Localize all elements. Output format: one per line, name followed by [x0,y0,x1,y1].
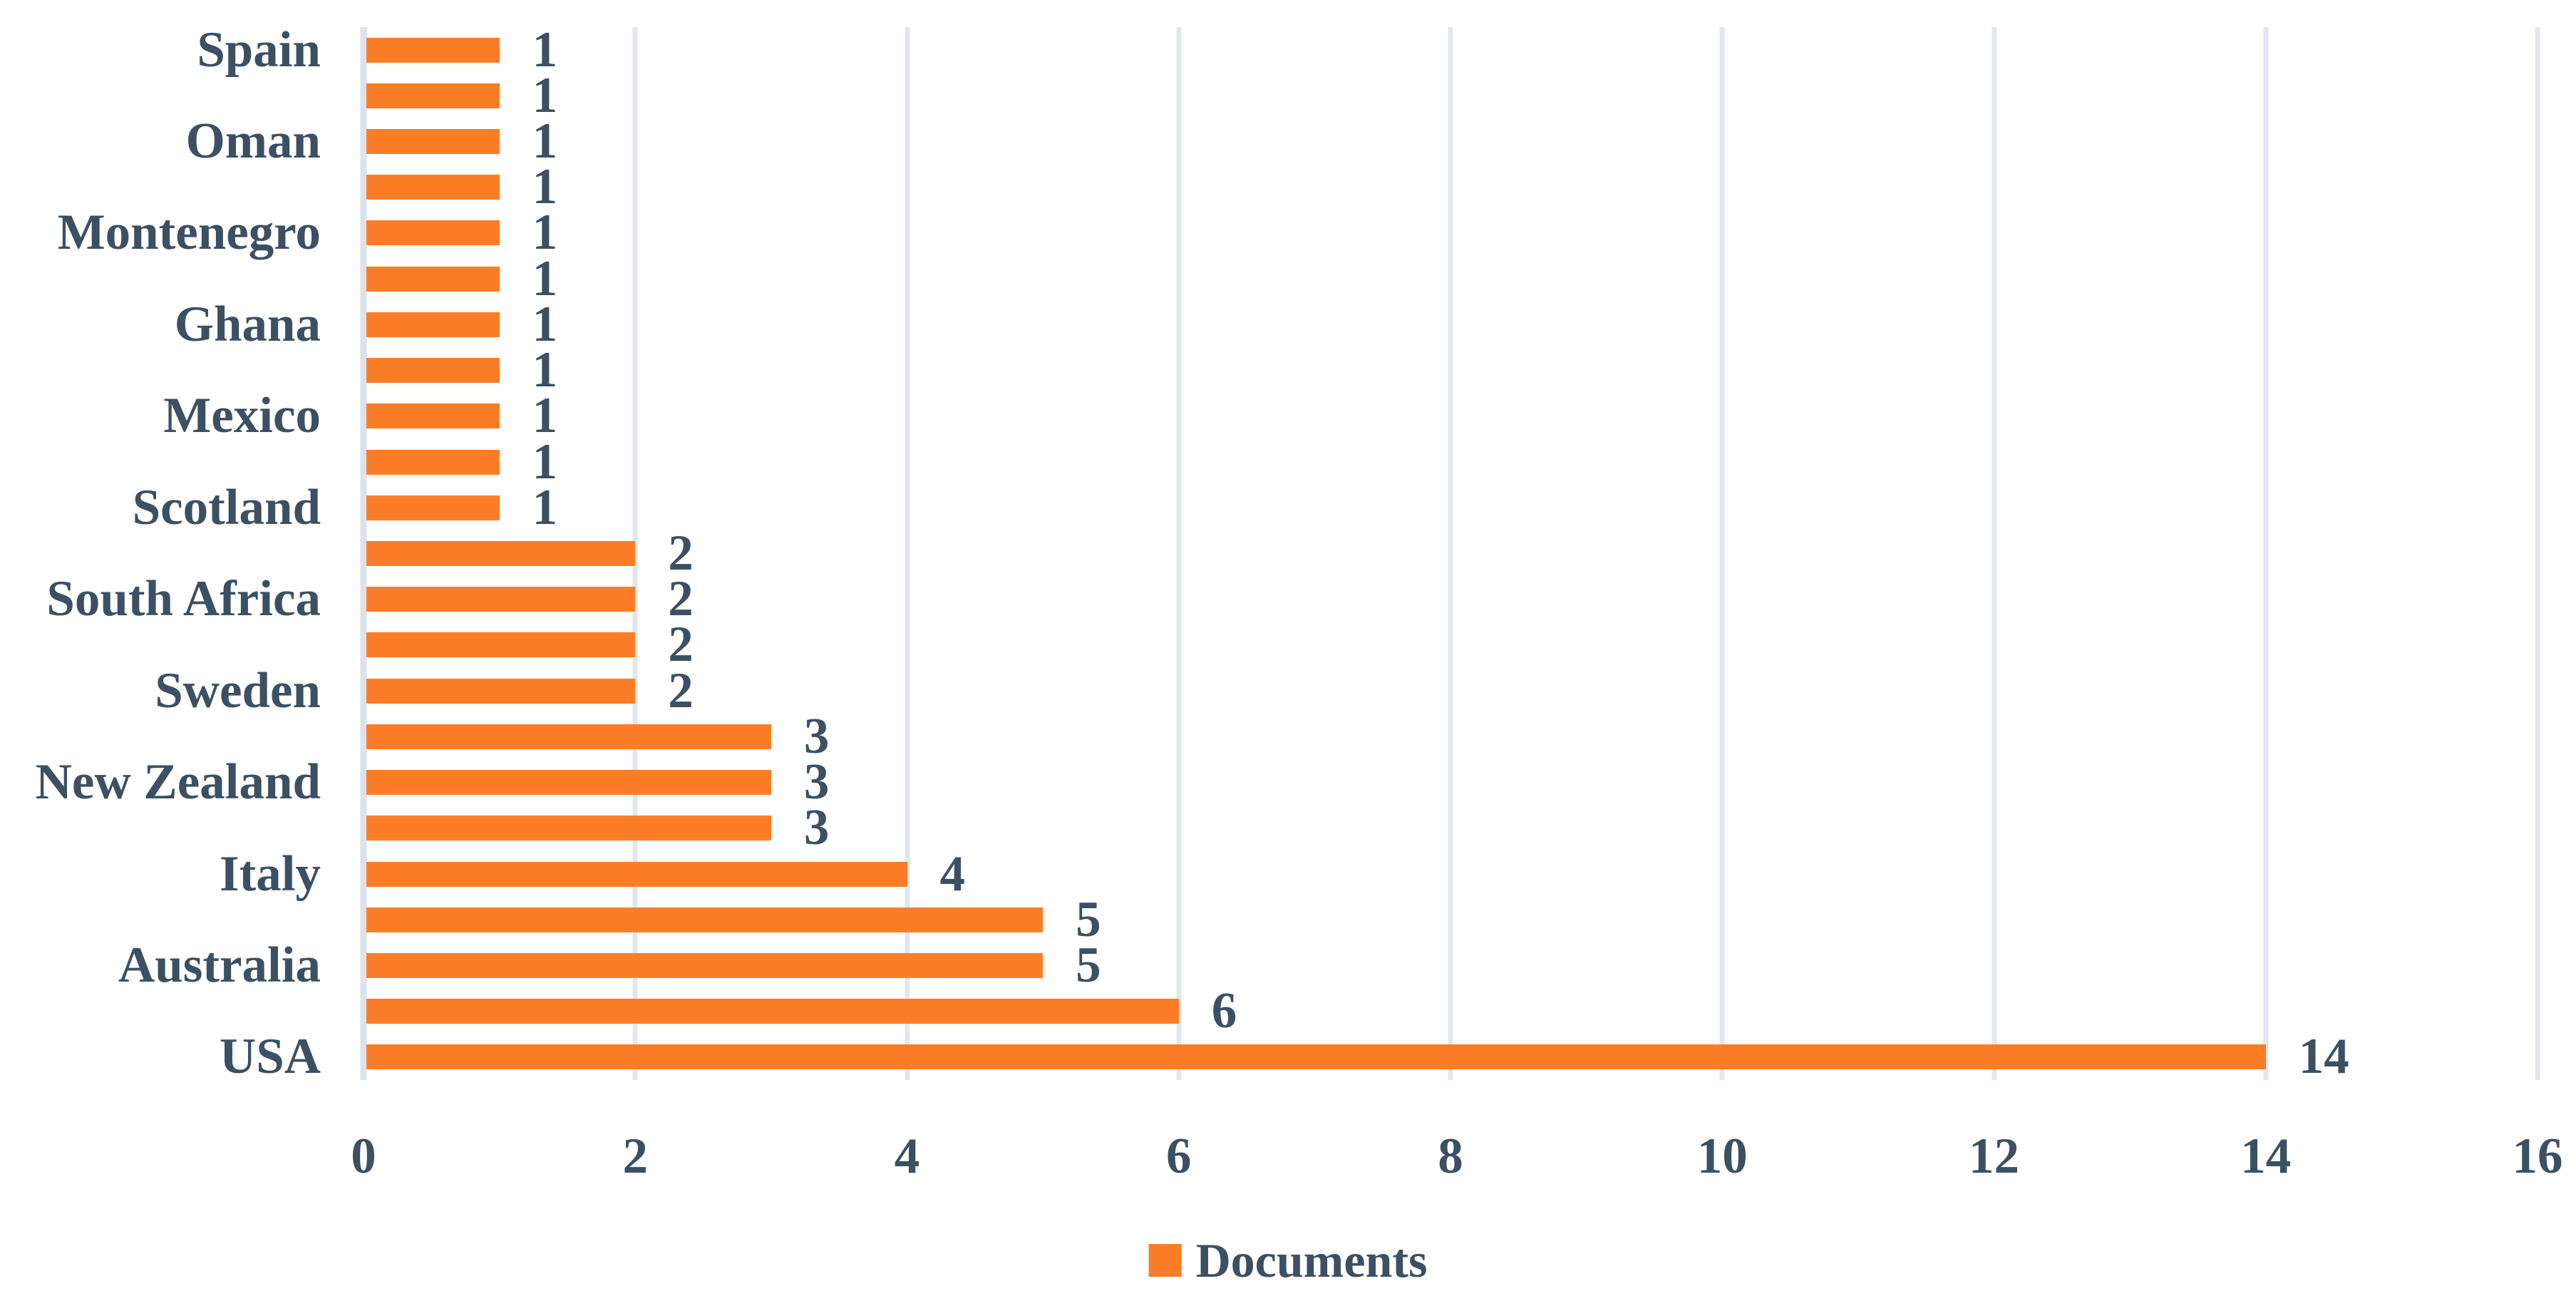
value-label: 3 [803,708,830,764]
bar-mexico [366,403,500,429]
category-label: Scotland [132,479,321,535]
category-label: Spain [197,21,321,78]
category-label: Mexico [163,388,321,444]
y-axis-line [360,27,367,1080]
bar-south-africa [366,587,636,612]
legend-swatch-documents [1148,1244,1182,1277]
x-tick-label-16: 16 [2512,1128,2563,1184]
bar-scotland [366,495,500,520]
category-label: Ghana [174,296,321,352]
bar-row-8 [366,358,500,384]
bar-row-2 [366,83,500,108]
value-label: 1 [532,479,558,535]
legend: Documents [1148,1233,1428,1287]
bar-ghana [366,312,500,337]
category-label: Sweden [155,662,321,719]
category-label: Montenegro [57,205,321,261]
x-tick-label-2: 2 [622,1128,649,1184]
value-label: 1 [532,159,558,215]
bar-row-16 [366,724,771,749]
bar-row-22 [366,999,1179,1024]
bar-row-14 [366,632,636,658]
value-label: 5 [1076,891,1101,947]
value-label: 1 [532,21,558,78]
value-label: 2 [668,617,694,673]
value-label: 1 [532,250,558,307]
x-tick-label-6: 6 [1166,1128,1192,1184]
value-label: 1 [532,342,558,398]
value-label: 3 [803,800,830,856]
category-label: Australia [118,937,321,993]
category-label: Oman [185,113,321,170]
value-label: 1 [532,433,558,490]
value-label: 1 [532,67,558,123]
bar-spain [366,37,500,63]
gridline-x-10 [1719,27,1725,1080]
bar-italy [366,861,907,887]
bar-row-12 [366,541,636,566]
bar-row-4 [366,175,500,200]
bar-montenegro [366,220,500,246]
bar-row-20 [366,907,1044,932]
x-tick-label-8: 8 [1438,1128,1463,1184]
gridline-x-2 [632,27,638,1080]
category-label: USA [219,1029,321,1085]
gridline-x-16 [2535,27,2540,1080]
value-label: 2 [668,662,694,719]
x-tick-label-12: 12 [1969,1128,2019,1184]
category-label: Italy [220,845,321,902]
bar-usa [366,1044,2266,1070]
value-label: 1 [532,388,558,444]
category-label: New Zealand [35,754,321,811]
x-tick-label-0: 0 [351,1128,376,1184]
value-label: 2 [668,525,694,581]
category-label: South Africa [46,571,321,627]
value-label: 3 [803,754,830,811]
gridline-x-14 [2263,27,2269,1080]
x-tick-label-14: 14 [2240,1128,2292,1184]
bar-australia [366,952,1044,978]
value-label: 2 [668,571,694,627]
bar-row-10 [366,449,500,475]
gridline-x-8 [1448,27,1453,1080]
value-label: 5 [1076,937,1101,993]
gridline-x-12 [1992,27,1997,1080]
value-label: 1 [532,296,558,352]
value-label: 1 [532,113,558,170]
bar-row-18 [366,816,771,841]
bar-new-zealand [366,770,771,796]
bar-row-6 [366,266,500,292]
gridline-x-6 [1176,27,1182,1080]
bar-oman [366,129,500,155]
value-label: 6 [1211,983,1237,1039]
x-tick-label-4: 4 [894,1128,920,1184]
x-tick-label-10: 10 [1696,1128,1748,1184]
value-label: 1 [532,205,558,261]
legend-label: Documents [1195,1233,1428,1287]
value-label: 14 [2298,1029,2349,1085]
bar-sweden [366,678,636,704]
value-label: 4 [939,845,966,902]
gridline-x-4 [905,27,910,1080]
